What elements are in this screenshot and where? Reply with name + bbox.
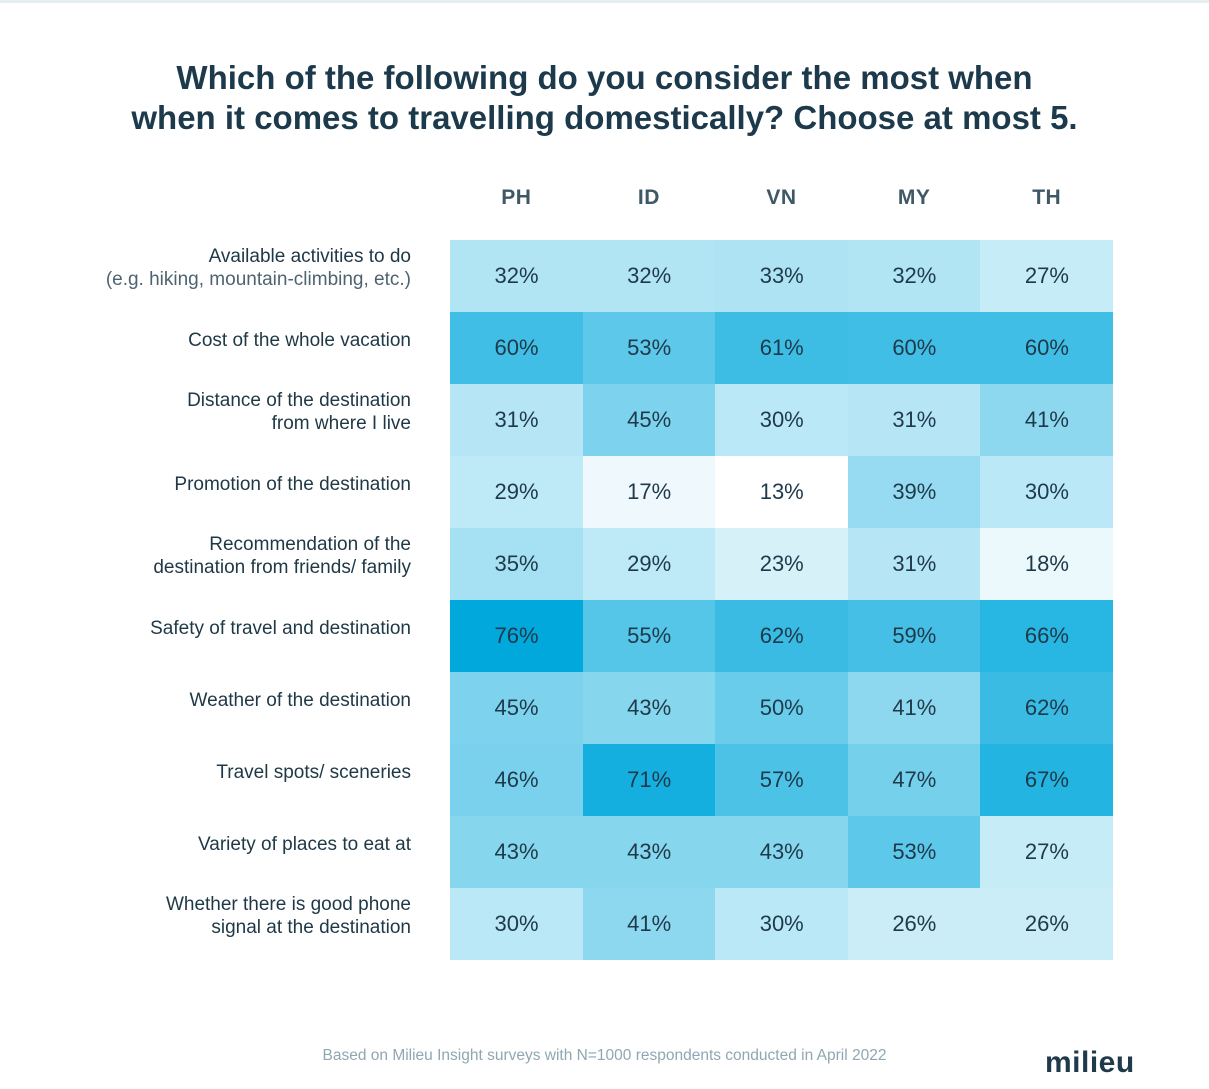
row-label: Cost of the whole vacation	[40, 304, 411, 376]
heatmap-cell: 57%	[715, 744, 849, 816]
heatmap-cell: 43%	[450, 816, 584, 888]
heatmap-cell: 55%	[582, 600, 716, 672]
column-header-id: ID	[637, 186, 660, 209]
heatmap-cell: 66%	[980, 600, 1114, 672]
column-header-ph: PH	[501, 186, 532, 209]
row-label-line: Distance of the destination	[187, 390, 411, 411]
row-label: Travel spots/ sceneries	[40, 736, 411, 808]
heatmap-cell: 59%	[847, 600, 981, 672]
heatmap-cell: 32%	[582, 240, 716, 312]
top-rule	[0, 0, 1209, 3]
heatmap-cell: 23%	[715, 528, 849, 600]
row-label: Promotion of the destination	[40, 448, 411, 520]
heatmap-cell: 39%	[847, 456, 981, 528]
heatmap-cell: 30%	[450, 888, 584, 960]
footer-note: Based on Milieu Insight surveys with N=1…	[322, 1047, 887, 1064]
row-label-line: Whether there is good phone	[165, 894, 411, 915]
row-sublabel: (e.g. hiking, mountain-climbing, etc.)	[105, 269, 411, 290]
heatmap-cell: 50%	[715, 672, 849, 744]
heatmap-cell: 31%	[847, 384, 981, 456]
heatmap-cell: 47%	[847, 744, 981, 816]
row-label-line: signal at the destination	[211, 917, 411, 938]
heatmap-cell: 31%	[450, 384, 584, 456]
heatmap-cell: 41%	[847, 672, 981, 744]
heatmap-cell: 30%	[715, 888, 849, 960]
heatmap-cell: 30%	[715, 384, 849, 456]
heatmap-cell: 41%	[582, 888, 716, 960]
row-label-line: Variety of places to eat at	[198, 833, 411, 855]
heatmap-cell: 26%	[980, 888, 1114, 960]
heatmap-cell: 45%	[582, 384, 716, 456]
heatmap-cell: 67%	[980, 744, 1114, 816]
column-header-th: TH	[1032, 186, 1062, 209]
row-label: Safety of travel and destination	[40, 592, 411, 664]
heatmap-cell: 61%	[715, 312, 849, 384]
chart-title-line-2: when it comes to travelling domestically…	[131, 99, 1078, 136]
heatmap-cell: 60%	[450, 312, 584, 384]
row-label: Recommendation of the destination from fr…	[40, 520, 411, 592]
heatmap-cell: 30%	[980, 456, 1114, 528]
heatmap-cell: 27%	[980, 816, 1114, 888]
heatmap-cell: 26%	[847, 888, 981, 960]
milieu-logo: milieu	[1045, 1046, 1135, 1079]
row-label-line: Recommendation of the	[209, 534, 411, 555]
heatmap-cell: 45%	[450, 672, 584, 744]
row-label: Whether there is good phone signal at the…	[40, 880, 411, 952]
heatmap-cell: 60%	[847, 312, 981, 384]
heatmap-cell: 43%	[582, 816, 716, 888]
row-label: Distance of the destination from where I …	[40, 376, 411, 448]
heatmap-cell: 18%	[980, 528, 1114, 600]
heatmap-cell: 43%	[582, 672, 716, 744]
row-label: Available activities to do (e.g. hiking, …	[40, 232, 411, 304]
heatmap-cell: 60%	[980, 312, 1114, 384]
heatmap-cell: 62%	[715, 600, 849, 672]
heatmap-cell: 53%	[582, 312, 716, 384]
heatmap-cell: 76%	[450, 600, 584, 672]
heatmap-cell: 13%	[715, 456, 849, 528]
row-label-line: Safety of travel and destination	[150, 617, 411, 639]
heatmap-cell: 62%	[980, 672, 1114, 744]
heatmap-cell: 35%	[450, 528, 584, 600]
row-label-line: Travel spots/ sceneries	[216, 761, 411, 783]
heatmap-cell: 32%	[450, 240, 584, 312]
heatmap-cell: 29%	[450, 456, 584, 528]
row-label: Weather of the destination	[40, 664, 411, 736]
column-header-vn: VN	[766, 186, 797, 209]
row-label-line: Weather of the destination	[189, 689, 411, 711]
row-label-line: Promotion of the destination	[174, 473, 411, 495]
chart-title-line-1: Which of the following do you consider t…	[176, 59, 1033, 96]
heatmap-cell: 41%	[980, 384, 1114, 456]
chart-title: Which of the following do you consider t…	[0, 58, 1209, 138]
row-label-line: Available activities to do	[208, 246, 411, 267]
heatmap-cell: 29%	[582, 528, 716, 600]
column-header-my: MY	[897, 186, 931, 209]
row-label-line: from where I live	[271, 413, 411, 434]
heatmap-cell: 27%	[980, 240, 1114, 312]
heatmap-cell: 53%	[847, 816, 981, 888]
row-label-line: Cost of the whole vacation	[188, 329, 411, 351]
heatmap-cell: 17%	[582, 456, 716, 528]
heatmap-cell: 71%	[582, 744, 716, 816]
heatmap-cell: 32%	[847, 240, 981, 312]
heatmap-cell: 46%	[450, 744, 584, 816]
heatmap-cell: 31%	[847, 528, 981, 600]
row-label: Variety of places to eat at	[40, 808, 411, 880]
row-label-line: destination from friends/ family	[153, 557, 411, 578]
heatmap-cell: 33%	[715, 240, 849, 312]
heatmap-cell: 43%	[715, 816, 849, 888]
